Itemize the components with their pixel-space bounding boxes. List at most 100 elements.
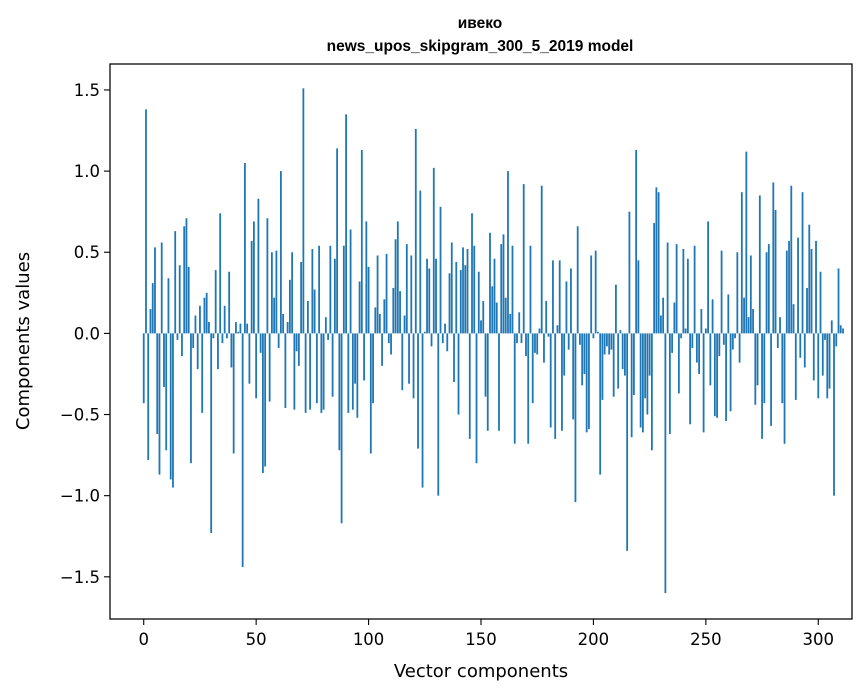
bar [360,150,363,334]
bar [486,333,489,431]
bar [628,211,631,334]
bar [518,312,521,334]
bar [392,287,395,334]
bar [500,244,503,334]
bar [464,265,467,334]
bar [743,297,745,334]
bar [677,333,680,394]
bar [297,333,300,366]
bar [158,333,161,475]
bar [331,333,334,397]
bar [408,333,410,384]
bar [313,289,316,334]
bar [756,333,759,386]
bar-series [142,88,844,594]
bar [734,333,736,339]
bar [534,333,536,353]
bar [803,333,806,368]
chart-subtitle: news_upos_skipgram_300_5_2019 model [327,38,634,55]
bar [340,333,343,524]
bar [824,333,826,340]
bar [239,323,242,334]
bar [473,245,476,334]
bar [367,266,370,334]
bar [300,261,303,334]
bar [268,333,271,402]
bar [374,307,377,334]
bar [381,333,383,366]
bar [592,333,595,339]
bar [815,240,817,334]
bar [246,323,249,334]
bar [727,294,730,334]
bar [378,313,381,334]
bar [394,239,397,334]
bar [212,333,215,339]
bar [369,333,372,454]
bar [333,258,336,334]
bar [151,283,154,334]
bar [781,333,784,404]
bar [722,333,725,345]
bar [659,315,662,334]
plot-frame [109,63,853,620]
bar [709,333,712,386]
bar [376,255,379,334]
bar [812,333,815,381]
bar [561,333,563,431]
bar [237,331,240,334]
bar [619,330,622,334]
bar [401,333,404,391]
bar [147,333,150,460]
bar [250,240,253,334]
bar [624,333,626,376]
bar [315,333,318,404]
bar [223,305,226,334]
bar [799,333,802,358]
bar [493,258,496,334]
bar [648,333,651,376]
bar [774,210,777,334]
y-axis: −1.5 −1.0 −0.5 0.0 0.5 1.0 1.5 [60,81,110,587]
bar [633,333,635,396]
bar [610,333,613,350]
bar [597,331,599,334]
bar [567,333,570,350]
bar [585,333,588,433]
x-tick-label: 150 [465,630,497,649]
bar [570,268,572,334]
bar [579,333,581,345]
bar [471,213,473,334]
bar [423,331,426,334]
bar [329,245,332,334]
bar [165,333,168,451]
bar [363,333,365,381]
bar [491,286,494,334]
bar [682,249,685,334]
bar [621,333,624,370]
bar [749,255,752,334]
bar [163,333,165,387]
bar [183,226,186,334]
y-tick-label: −1.0 [60,487,100,506]
bar [383,299,386,334]
bar [284,333,287,409]
bar [549,333,552,428]
bar [826,333,829,399]
y-tick-label: 0.0 [74,324,100,343]
bar [776,333,779,348]
bar [358,281,361,334]
bar [430,333,433,347]
bar [432,167,435,334]
bar [590,255,593,334]
bar [439,206,442,334]
bar [830,320,833,334]
bar [603,333,606,355]
bar [228,271,231,334]
bar [704,328,707,334]
bar [525,333,527,357]
bar [322,333,325,410]
bar [556,325,559,334]
bar [466,249,469,334]
bar [698,333,700,374]
